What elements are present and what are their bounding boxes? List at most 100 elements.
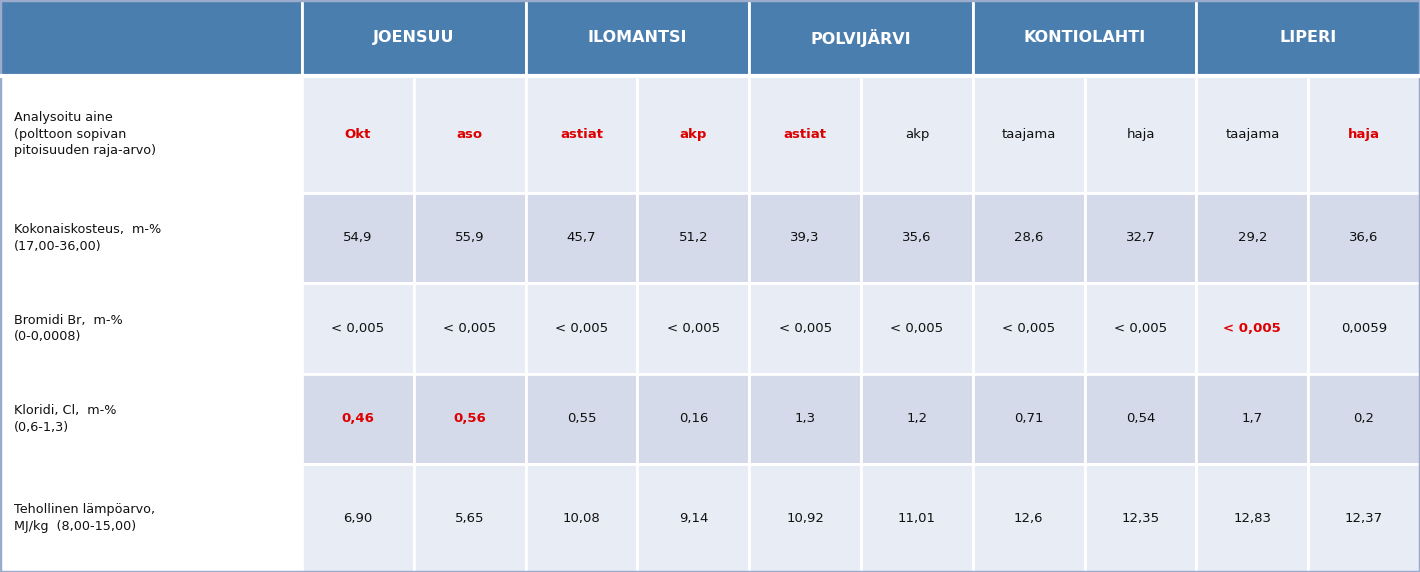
FancyBboxPatch shape bbox=[861, 283, 973, 374]
Text: 1,2: 1,2 bbox=[906, 412, 927, 426]
Text: < 0,005: < 0,005 bbox=[667, 322, 720, 335]
FancyBboxPatch shape bbox=[1197, 0, 1420, 76]
FancyBboxPatch shape bbox=[1197, 464, 1308, 572]
FancyBboxPatch shape bbox=[750, 76, 861, 193]
Text: LIPERI: LIPERI bbox=[1279, 30, 1336, 45]
Text: 9,14: 9,14 bbox=[679, 511, 709, 525]
Text: 51,2: 51,2 bbox=[679, 231, 709, 244]
Text: 0,55: 0,55 bbox=[567, 412, 596, 426]
FancyBboxPatch shape bbox=[973, 464, 1085, 572]
FancyBboxPatch shape bbox=[1308, 193, 1420, 283]
Text: haja: haja bbox=[1126, 128, 1154, 141]
FancyBboxPatch shape bbox=[302, 76, 413, 193]
Text: haja: haja bbox=[1348, 128, 1380, 141]
FancyBboxPatch shape bbox=[302, 193, 413, 283]
FancyBboxPatch shape bbox=[1085, 374, 1197, 464]
FancyBboxPatch shape bbox=[861, 76, 973, 193]
FancyBboxPatch shape bbox=[0, 0, 302, 76]
Text: 12,35: 12,35 bbox=[1122, 511, 1160, 525]
Text: taajama: taajama bbox=[1225, 128, 1279, 141]
FancyBboxPatch shape bbox=[413, 193, 525, 283]
FancyBboxPatch shape bbox=[302, 374, 413, 464]
Text: < 0,005: < 0,005 bbox=[443, 322, 497, 335]
Text: 55,9: 55,9 bbox=[454, 231, 484, 244]
Text: POLVIJÄRVI: POLVIJÄRVI bbox=[811, 29, 912, 47]
FancyBboxPatch shape bbox=[525, 464, 638, 572]
FancyBboxPatch shape bbox=[1197, 76, 1308, 193]
Text: 10,08: 10,08 bbox=[562, 511, 601, 525]
Text: Tehollinen lämpöarvo,
MJ/kg  (8,00-15,00): Tehollinen lämpöarvo, MJ/kg (8,00-15,00) bbox=[14, 503, 155, 533]
FancyBboxPatch shape bbox=[638, 283, 750, 374]
Text: < 0,005: < 0,005 bbox=[555, 322, 608, 335]
FancyBboxPatch shape bbox=[1308, 374, 1420, 464]
FancyBboxPatch shape bbox=[973, 193, 1085, 283]
FancyBboxPatch shape bbox=[302, 464, 413, 572]
Text: 6,90: 6,90 bbox=[344, 511, 372, 525]
Text: 10,92: 10,92 bbox=[787, 511, 824, 525]
FancyBboxPatch shape bbox=[750, 374, 861, 464]
Text: 12,83: 12,83 bbox=[1234, 511, 1271, 525]
FancyBboxPatch shape bbox=[1085, 76, 1197, 193]
Text: 0,16: 0,16 bbox=[679, 412, 709, 426]
Text: aso: aso bbox=[457, 128, 483, 141]
Text: < 0,005: < 0,005 bbox=[890, 322, 943, 335]
FancyBboxPatch shape bbox=[973, 283, 1085, 374]
Text: 0,46: 0,46 bbox=[342, 412, 375, 426]
FancyBboxPatch shape bbox=[973, 0, 1197, 76]
Text: 0,71: 0,71 bbox=[1014, 412, 1044, 426]
FancyBboxPatch shape bbox=[525, 283, 638, 374]
FancyBboxPatch shape bbox=[525, 374, 638, 464]
Text: ILOMANTSI: ILOMANTSI bbox=[588, 30, 687, 45]
Text: KONTIOLAHTI: KONTIOLAHTI bbox=[1024, 30, 1146, 45]
Text: 29,2: 29,2 bbox=[1238, 231, 1267, 244]
Text: 12,37: 12,37 bbox=[1345, 511, 1383, 525]
FancyBboxPatch shape bbox=[0, 193, 302, 283]
FancyBboxPatch shape bbox=[638, 464, 750, 572]
FancyBboxPatch shape bbox=[1308, 464, 1420, 572]
FancyBboxPatch shape bbox=[1197, 374, 1308, 464]
FancyBboxPatch shape bbox=[302, 0, 525, 76]
FancyBboxPatch shape bbox=[1197, 283, 1308, 374]
Text: Okt: Okt bbox=[345, 128, 371, 141]
Text: Bromidi Br,  m-%
(0-0,0008): Bromidi Br, m-% (0-0,0008) bbox=[14, 313, 124, 343]
Text: 45,7: 45,7 bbox=[567, 231, 596, 244]
Text: akp: akp bbox=[680, 128, 707, 141]
FancyBboxPatch shape bbox=[413, 374, 525, 464]
FancyBboxPatch shape bbox=[638, 76, 750, 193]
FancyBboxPatch shape bbox=[750, 464, 861, 572]
FancyBboxPatch shape bbox=[0, 76, 302, 193]
Text: JOENSUU: JOENSUU bbox=[373, 30, 454, 45]
FancyBboxPatch shape bbox=[1085, 193, 1197, 283]
FancyBboxPatch shape bbox=[1085, 464, 1197, 572]
Text: astiat: astiat bbox=[784, 128, 826, 141]
Text: 54,9: 54,9 bbox=[344, 231, 372, 244]
FancyBboxPatch shape bbox=[0, 464, 302, 572]
Text: 36,6: 36,6 bbox=[1349, 231, 1379, 244]
Text: Analysoitu aine
(polttoon sopivan
pitoisuuden raja-arvo): Analysoitu aine (polttoon sopivan pitois… bbox=[14, 111, 156, 157]
FancyBboxPatch shape bbox=[1085, 283, 1197, 374]
Text: 1,3: 1,3 bbox=[795, 412, 815, 426]
Text: < 0,005: < 0,005 bbox=[1113, 322, 1167, 335]
Text: 0,0059: 0,0059 bbox=[1340, 322, 1387, 335]
Text: < 0,005: < 0,005 bbox=[1003, 322, 1055, 335]
Text: < 0,005: < 0,005 bbox=[778, 322, 832, 335]
FancyBboxPatch shape bbox=[861, 464, 973, 572]
FancyBboxPatch shape bbox=[525, 0, 750, 76]
FancyBboxPatch shape bbox=[1308, 76, 1420, 193]
Text: 1,7: 1,7 bbox=[1241, 412, 1262, 426]
Text: 32,7: 32,7 bbox=[1126, 231, 1156, 244]
FancyBboxPatch shape bbox=[750, 193, 861, 283]
FancyBboxPatch shape bbox=[0, 283, 302, 374]
FancyBboxPatch shape bbox=[750, 283, 861, 374]
FancyBboxPatch shape bbox=[302, 283, 413, 374]
Text: 0,56: 0,56 bbox=[453, 412, 486, 426]
Text: astiat: astiat bbox=[559, 128, 604, 141]
FancyBboxPatch shape bbox=[861, 193, 973, 283]
Text: 28,6: 28,6 bbox=[1014, 231, 1044, 244]
Text: Kloridi, Cl,  m-%
(0,6-1,3): Kloridi, Cl, m-% (0,6-1,3) bbox=[14, 404, 116, 434]
Text: 39,3: 39,3 bbox=[791, 231, 819, 244]
FancyBboxPatch shape bbox=[0, 374, 302, 464]
FancyBboxPatch shape bbox=[1308, 283, 1420, 374]
FancyBboxPatch shape bbox=[1197, 193, 1308, 283]
FancyBboxPatch shape bbox=[413, 464, 525, 572]
